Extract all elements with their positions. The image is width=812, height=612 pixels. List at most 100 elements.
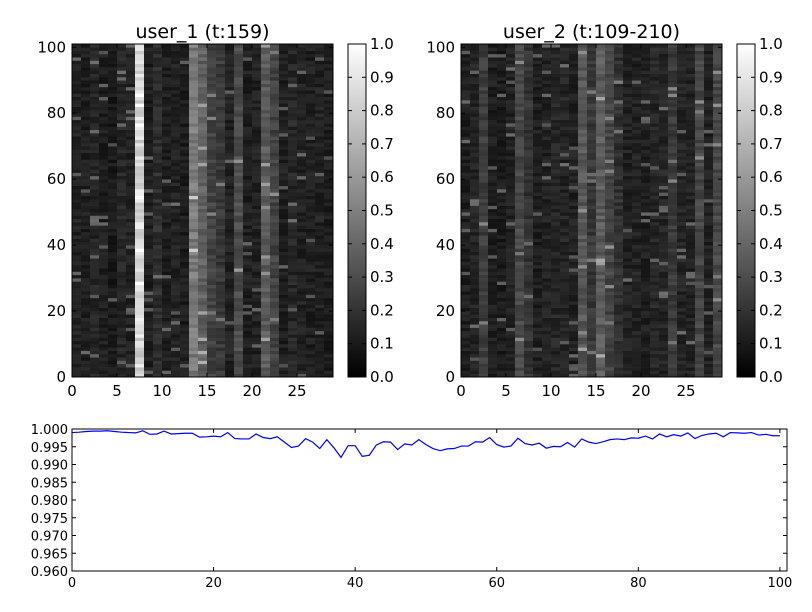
heatmap-cell [72,152,82,157]
heatmap-cell [171,307,181,312]
heatmap-cell [261,169,271,173]
heatmap-cell [623,116,633,121]
heatmap-cell [461,116,471,121]
heatmap-cell [108,281,118,285]
heatmap-cell [596,274,606,279]
heatmap-cell [234,70,244,74]
heatmap-cell [605,50,615,55]
heatmap-cell [225,212,235,216]
heatmap-cell [162,60,172,65]
heatmap-cell [135,175,145,180]
heatmap-cell [198,363,208,368]
heatmap-cell [470,344,480,348]
heatmap-cell [261,367,271,371]
heatmap-cell [605,195,615,200]
heatmap-cell [72,90,82,94]
heatmap-cell [81,189,91,193]
heatmap-cell [243,73,253,78]
heatmap-cell [279,80,289,84]
heatmap-cell [108,301,118,305]
heatmap-cell [542,172,552,177]
heatmap-cell [153,363,163,368]
heatmap-cell [126,251,136,256]
heatmap-cell [135,353,145,358]
heatmap-cell [596,96,606,101]
heatmap-cell [596,307,606,312]
heatmap-cell [306,344,316,348]
heatmap-cell [234,264,244,269]
heatmap-cell [605,235,615,239]
heatmap-cell [288,175,298,180]
heatmap-cell [533,261,543,266]
heatmap-cell [488,192,498,196]
heatmap-cell [551,100,561,104]
heatmap-cell [524,195,534,200]
heatmap-cell [171,337,181,342]
heatmap-cell [569,96,579,101]
heatmap-cell [578,212,588,216]
heatmap-cell [315,258,325,262]
heatmap-cell [614,129,624,134]
heatmap-cell [108,307,118,312]
heatmap-cell [506,100,516,104]
heatmap-cell [126,327,136,332]
heatmap-cell [171,248,181,253]
heatmap-cell [315,373,325,378]
heatmap-cell [623,129,633,134]
heatmap-cell [216,258,226,262]
heatmap-cell [560,149,570,154]
heatmap-cell [198,291,208,295]
heatmap-cell [569,119,579,124]
heatmap-cell [189,238,199,243]
heatmap-cell [171,67,181,71]
heatmap-cell [198,238,208,243]
heatmap-cell [506,90,516,94]
heatmap-cell [524,268,534,272]
heatmap-cell [261,373,271,378]
heatmap-cell [279,317,289,322]
heatmap-cell [90,169,100,173]
heatmap-cell [261,320,271,325]
heatmap-cell [252,334,262,338]
heatmap-cell [279,218,289,223]
heatmap-cell [243,251,253,256]
heatmap-cell [270,182,280,187]
heatmap-cell [90,70,100,74]
heatmap-cell [162,73,172,78]
heatmap-cell [207,248,217,253]
heatmap-cell [551,301,561,305]
heatmap-cell [297,320,307,325]
heatmap-cell [324,208,334,213]
heatmap-cell [542,208,552,213]
heatmap-cell [623,241,633,246]
heatmap-cell [288,53,298,58]
heatmap-cell [306,47,316,51]
heatmap-cell [180,159,190,163]
heatmap-cell [315,136,325,140]
heatmap-cell [533,172,543,177]
heatmap-cell [488,307,498,312]
heatmap-cell [225,165,235,170]
heatmap-cell [306,261,316,266]
heatmap-cell [551,179,561,183]
heatmap-cell [470,314,480,318]
heatmap-cell [632,258,642,262]
heatmap-cell [569,304,579,309]
heatmap-cell [99,255,109,259]
heatmap-cell [461,80,471,84]
heatmap-cell [162,215,172,220]
heatmap-cell [171,264,181,269]
heatmap-cell [605,156,615,160]
heatmap-cell [135,96,145,101]
heatmap-cell [596,90,606,94]
heatmap-cell [288,222,298,226]
heatmap-cell [72,258,82,262]
heatmap-cell [225,320,235,325]
heatmap-cell [587,189,597,193]
heatmap-cell [135,70,145,74]
heatmap-cell [207,57,217,61]
heatmap-cell [171,297,181,302]
heatmap-cell [515,93,525,98]
heatmap-cell [171,284,181,289]
heatmap-cell [117,261,127,266]
